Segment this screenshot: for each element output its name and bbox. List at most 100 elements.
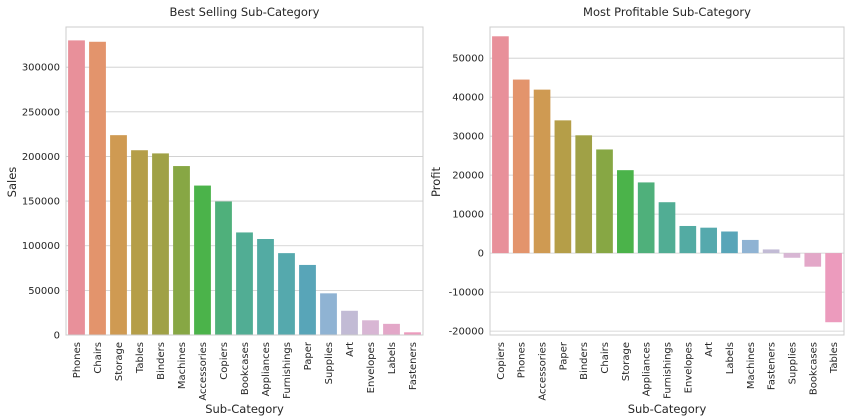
profit-x-tick-label: Envelopes bbox=[683, 342, 694, 393]
profit-bar-phones bbox=[512, 79, 530, 254]
profit-y-tick-label: 0 bbox=[478, 249, 484, 260]
sales-x-ticks: Phones Chairs Storage Tables Binders Machines… bbox=[72, 341, 419, 400]
sales-bar-chairs bbox=[89, 41, 106, 335]
sales-chart-panel: Best Selling Sub-Category Sub-Category S… bbox=[5, 5, 424, 416]
profit-x-tick-label: Accessories bbox=[538, 342, 549, 401]
sales-bar-supplies bbox=[320, 293, 337, 335]
profit-bar-fasteners bbox=[762, 249, 780, 254]
sales-y-tick-label: 150000 bbox=[22, 197, 60, 208]
sales-bar-fasteners bbox=[404, 332, 421, 335]
sales-bar-bookcases bbox=[236, 232, 253, 335]
sales-y-tick-label: 200000 bbox=[22, 152, 60, 163]
profit-bar-machines bbox=[741, 239, 759, 254]
profit-x-tick-label: Storage bbox=[621, 342, 632, 381]
profit-y-tick-label: -10000 bbox=[449, 288, 484, 299]
sales-bar-furnishings bbox=[278, 253, 295, 335]
profit-chart-y-axis-label: Profit bbox=[429, 167, 443, 197]
profit-x-tick-label: Binders bbox=[579, 342, 590, 380]
profit-bar-labels bbox=[721, 231, 738, 254]
profit-x-tick-label: Appliances bbox=[642, 342, 653, 396]
profit-bar-binders bbox=[575, 135, 593, 254]
profit-x-tick-label: Fasteners bbox=[767, 342, 778, 390]
profit-x-tick-label: Copiers bbox=[496, 342, 507, 380]
profit-x-tick-label: Bookcases bbox=[808, 342, 819, 395]
sales-x-tick-label: Envelopes bbox=[366, 342, 377, 393]
sales-bar-storage bbox=[110, 135, 127, 335]
sales-x-tick-label: Bookcases bbox=[240, 342, 251, 395]
profit-bar-furnishings bbox=[658, 202, 676, 254]
profit-x-tick-label: Tables bbox=[829, 342, 840, 374]
profit-chart-title: Most Profitable Sub-Category bbox=[583, 5, 751, 19]
profit-bar-accessories bbox=[533, 89, 551, 254]
profit-y-ticks: -20000 -10000 0 10000 20000 30000 40000 50000 bbox=[449, 54, 484, 338]
profit-x-tick-label: Furnishings bbox=[663, 342, 674, 399]
sales-plot-frame bbox=[65, 26, 424, 336]
sales-bar-copiers bbox=[215, 201, 232, 335]
profit-bar-paper bbox=[554, 120, 572, 254]
sales-bars bbox=[68, 40, 421, 335]
sales-x-tick-label: Chairs bbox=[93, 342, 104, 374]
sales-bar-art bbox=[341, 310, 358, 335]
profit-x-tick-label: Supplies bbox=[787, 342, 798, 384]
sales-x-tick-label: Fasteners bbox=[408, 342, 419, 390]
profit-bar-tables bbox=[825, 253, 842, 323]
sales-bar-binders bbox=[152, 153, 169, 335]
sales-x-tick-label: Furnishings bbox=[282, 342, 293, 399]
sales-x-tick-label: Appliances bbox=[261, 342, 272, 396]
profit-y-tick-label: 40000 bbox=[452, 93, 484, 104]
profit-x-tick-label: Labels bbox=[725, 342, 736, 374]
sales-bar-appliances bbox=[257, 239, 274, 335]
profit-bar-storage bbox=[617, 170, 634, 254]
sales-y-tick-label: 0 bbox=[54, 331, 60, 342]
sales-y-ticks: 0 50000 100000 150000 200000 250000 300000 bbox=[22, 63, 60, 342]
sales-x-tick-label: Machines bbox=[177, 342, 188, 389]
profit-chart-x-axis-label: Sub-Category bbox=[628, 402, 707, 416]
sales-chart-title: Best Selling Sub-Category bbox=[170, 5, 320, 19]
profit-bar-envelopes bbox=[679, 225, 697, 254]
sales-x-tick-label: Supplies bbox=[324, 342, 335, 384]
sales-x-tick-label: Labels bbox=[387, 342, 398, 374]
sales-x-tick-label: Paper bbox=[303, 341, 314, 370]
profit-x-ticks: Copiers Phones Accessories Paper Binders Chai… bbox=[496, 341, 840, 400]
profit-bar-appliances bbox=[637, 182, 655, 254]
profit-x-tick-label: Phones bbox=[517, 342, 528, 378]
profit-bar-chairs bbox=[596, 149, 613, 254]
profit-x-tick-label: Machines bbox=[746, 342, 757, 389]
profit-bar-art bbox=[700, 227, 717, 254]
sales-y-tick-label: 250000 bbox=[22, 107, 60, 118]
sales-bar-envelopes bbox=[362, 320, 379, 335]
sales-bar-tables bbox=[131, 150, 148, 335]
sales-x-tick-label: Tables bbox=[135, 342, 146, 374]
sales-bar-paper bbox=[299, 264, 316, 335]
sales-bar-machines bbox=[173, 166, 190, 335]
profit-plot-frame bbox=[489, 26, 845, 336]
sales-x-tick-label: Art bbox=[345, 342, 356, 357]
profit-x-tick-label: Art bbox=[704, 342, 715, 357]
sales-bar-accessories bbox=[194, 185, 211, 335]
profit-y-tick-label: 50000 bbox=[452, 54, 484, 65]
sales-x-tick-label: Phones bbox=[72, 342, 83, 378]
sales-bar-labels bbox=[383, 323, 400, 335]
profit-bars bbox=[492, 36, 842, 323]
profit-y-tick-label: 20000 bbox=[452, 171, 484, 182]
profit-x-tick-label: Paper bbox=[558, 341, 569, 370]
profit-bar-supplies bbox=[783, 253, 801, 258]
profit-bar-bookcases bbox=[804, 253, 822, 267]
sales-y-tick-label: 300000 bbox=[22, 63, 60, 74]
sales-x-tick-label: Storage bbox=[114, 342, 125, 381]
sales-y-tick-label: 100000 bbox=[22, 241, 60, 252]
sales-x-tick-label: Binders bbox=[156, 342, 167, 380]
profit-y-tick-label: -20000 bbox=[449, 327, 484, 338]
sales-chart-x-axis-label: Sub-Category bbox=[205, 402, 284, 416]
profit-y-tick-label: 30000 bbox=[452, 132, 484, 143]
sales-x-tick-label: Copiers bbox=[219, 342, 230, 380]
profit-x-tick-label: Chairs bbox=[600, 342, 611, 374]
profit-y-tick-label: 10000 bbox=[452, 210, 484, 221]
sales-bar-phones bbox=[68, 40, 85, 335]
sales-y-tick-label: 50000 bbox=[28, 286, 60, 297]
profit-bar-copiers bbox=[492, 36, 509, 254]
sales-x-tick-label: Accessories bbox=[198, 342, 209, 401]
sales-chart-y-axis-label: Sales bbox=[5, 167, 19, 198]
profit-chart-panel: Most Profitable Sub-Category Sub-Categor… bbox=[429, 5, 845, 416]
